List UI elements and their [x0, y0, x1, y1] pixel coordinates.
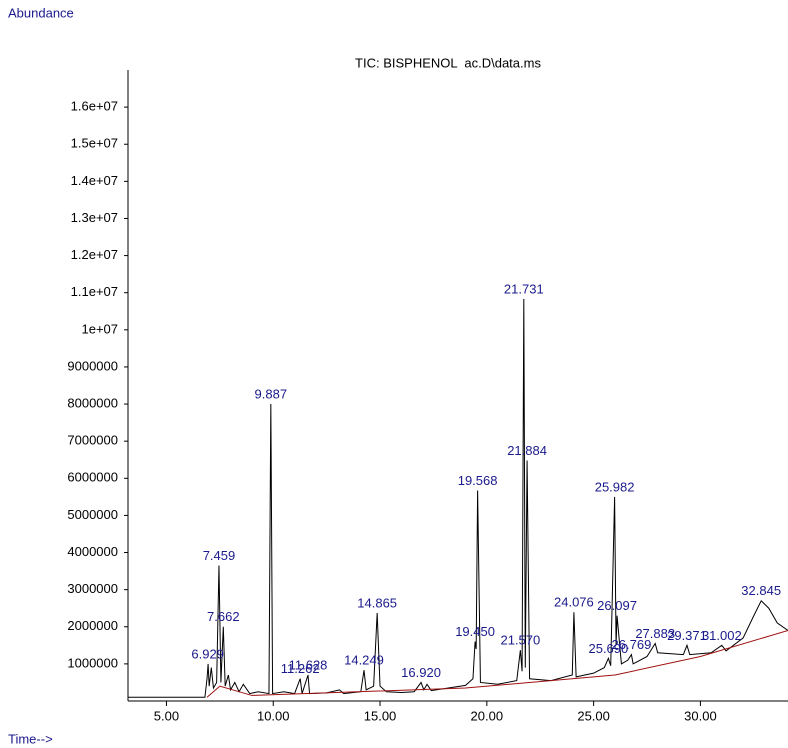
peak-label: 25.982: [595, 479, 635, 494]
y-tick-label: 1.1e+07: [71, 284, 118, 299]
chart-title: TIC: BISPHENOL ac.D\data.ms: [355, 55, 541, 70]
peak-label: 9.887: [255, 386, 288, 401]
y-tick-label: 1.3e+07: [71, 210, 118, 225]
peak-label: 32.845: [741, 583, 781, 598]
peak-label: 6.929: [191, 646, 224, 661]
peak-label: 21.731: [504, 281, 544, 296]
peak-label: 24.076: [554, 595, 594, 610]
y-tick-label: 1.6e+07: [71, 99, 118, 114]
peak-label: 11.628: [289, 657, 328, 672]
x-tick-label: 5.00: [154, 708, 179, 723]
y-tick-label: 8000000: [67, 395, 118, 410]
y-tick-label: 7000000: [67, 433, 118, 448]
x-tick-label: 30.00: [684, 708, 717, 723]
peak-label: 26.769: [612, 637, 652, 652]
peak-label: 21.884: [507, 443, 547, 458]
x-axis-label: Time-->: [8, 731, 53, 746]
peak-label: 7.459: [203, 548, 236, 563]
peak-label: 19.450: [455, 624, 495, 639]
x-tick-label: 25.00: [577, 708, 610, 723]
peak-label: 19.568: [458, 473, 498, 488]
x-tick-label: 10.00: [257, 708, 290, 723]
x-tick-label: 15.00: [364, 708, 397, 723]
peak-label: 14.249: [344, 653, 384, 668]
trace: [206, 630, 788, 698]
y-tick-label: 1e+07: [81, 321, 118, 336]
y-tick-label: 1000000: [67, 655, 118, 670]
y-tick-label: 4000000: [67, 544, 118, 559]
peak-label: 16.920: [401, 665, 441, 680]
y-tick-label: 1.2e+07: [71, 247, 118, 262]
peak-label: 7.662: [207, 609, 240, 624]
y-tick-label: 3000000: [67, 581, 118, 596]
y-tick-label: 1.4e+07: [71, 173, 118, 188]
peak-label: 14.865: [357, 595, 397, 610]
peak-label: 31.002: [702, 628, 742, 643]
trace: [128, 299, 788, 698]
peak-label: 29.371: [667, 628, 707, 643]
y-tick-label: 1.5e+07: [71, 136, 118, 151]
peak-label: 21.570: [500, 633, 540, 648]
y-tick-label: 6000000: [67, 470, 118, 485]
peak-label: 27.883: [635, 626, 675, 641]
x-tick-label: 20.00: [471, 708, 504, 723]
y-tick-label: 9000000: [67, 358, 118, 373]
y-tick-label: 2000000: [67, 618, 118, 633]
peak-label: 11.262: [281, 661, 320, 676]
peak-label: 25.690: [588, 641, 628, 656]
y-axis-label: Abundance: [8, 5, 74, 20]
peak-label: 26.097: [597, 598, 637, 613]
y-tick-label: 5000000: [67, 507, 118, 522]
